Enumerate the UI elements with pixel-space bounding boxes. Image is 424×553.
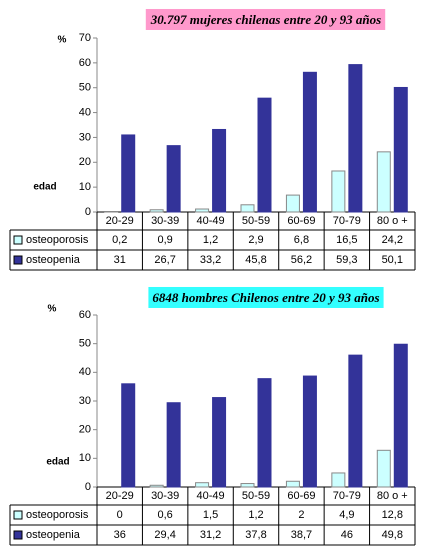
bar bbox=[150, 485, 163, 487]
bar bbox=[150, 210, 163, 212]
bar bbox=[196, 209, 209, 212]
bar bbox=[122, 135, 135, 212]
y-axis-label: % bbox=[58, 35, 67, 46]
x-tick-label: 50-59 bbox=[242, 215, 270, 227]
table-value: 38,7 bbox=[291, 529, 312, 541]
table-value: 29,4 bbox=[154, 529, 175, 541]
table-value: 16,5 bbox=[336, 234, 357, 246]
bar bbox=[167, 403, 180, 487]
table-value: 31 bbox=[114, 254, 126, 266]
x-tick-label: 40-49 bbox=[197, 490, 225, 502]
y-tick-label: 70 bbox=[79, 32, 91, 44]
bar bbox=[213, 398, 226, 487]
x-tick-label: 20-29 bbox=[106, 215, 134, 227]
table-value: 1,2 bbox=[203, 234, 218, 246]
legend-swatch bbox=[14, 531, 22, 539]
bar bbox=[167, 146, 180, 212]
x-tick-label: 60-69 bbox=[287, 490, 315, 502]
legend-label: osteopenia bbox=[26, 254, 81, 266]
bar bbox=[394, 344, 407, 487]
legend-swatch bbox=[14, 236, 22, 244]
y-tick-label: 30 bbox=[79, 395, 91, 407]
y-tick-label: 0 bbox=[85, 206, 91, 218]
y-tick-label: 20 bbox=[79, 424, 91, 436]
y-axis-label: % bbox=[48, 304, 57, 315]
x-tick-label: 60-69 bbox=[287, 215, 315, 227]
table-value: 59,3 bbox=[336, 254, 357, 266]
x-axis-label: edad bbox=[46, 457, 69, 468]
y-tick-label: 50 bbox=[79, 338, 91, 350]
bar bbox=[377, 450, 390, 487]
table-value: 36 bbox=[114, 529, 126, 541]
table-value: 12,8 bbox=[382, 509, 403, 521]
x-tick-label: 70-79 bbox=[333, 490, 361, 502]
x-axis-label: edad bbox=[33, 182, 56, 193]
table-value: 0,9 bbox=[157, 234, 172, 246]
table-value: 50,1 bbox=[382, 254, 403, 266]
y-tick-label: 30 bbox=[79, 131, 91, 143]
y-tick-label: 10 bbox=[79, 181, 91, 193]
y-tick-label: 60 bbox=[79, 57, 91, 69]
table-value: 24,2 bbox=[382, 234, 403, 246]
table-value: 1,5 bbox=[203, 509, 218, 521]
bar bbox=[377, 152, 390, 212]
bar bbox=[286, 481, 299, 487]
x-tick-label: 20-29 bbox=[106, 490, 134, 502]
bar bbox=[196, 483, 209, 487]
x-tick-label: 30-39 bbox=[151, 490, 179, 502]
y-tick-label: 40 bbox=[79, 366, 91, 378]
bar bbox=[258, 98, 271, 212]
y-tick-label: 20 bbox=[79, 156, 91, 168]
table-value: 37,8 bbox=[245, 529, 266, 541]
table-value: 6,8 bbox=[294, 234, 309, 246]
bar bbox=[241, 205, 254, 212]
chart-title: 6848 hombres Chilenos entre 20 y 93 años bbox=[152, 290, 379, 305]
bar bbox=[303, 72, 316, 212]
bar bbox=[241, 484, 254, 487]
bar bbox=[286, 195, 299, 212]
table-value: 33,2 bbox=[200, 254, 221, 266]
bar bbox=[349, 65, 362, 212]
bar bbox=[332, 473, 345, 487]
x-tick-label: 40-49 bbox=[197, 215, 225, 227]
table-value: 0,2 bbox=[112, 234, 127, 246]
x-tick-label: 50-59 bbox=[242, 490, 270, 502]
x-tick-label: 30-39 bbox=[151, 215, 179, 227]
table-value: 26,7 bbox=[154, 254, 175, 266]
legend-label: osteoporosis bbox=[26, 234, 89, 246]
table-value: 0 bbox=[117, 509, 123, 521]
x-tick-label: 80 o + bbox=[377, 215, 408, 227]
table-value: 45,8 bbox=[245, 254, 266, 266]
bar bbox=[332, 171, 345, 212]
table-value: 2,9 bbox=[248, 234, 263, 246]
table-value: 46 bbox=[341, 529, 353, 541]
table-value: 2 bbox=[298, 509, 304, 521]
x-tick-label: 80 o + bbox=[377, 490, 408, 502]
legend-label: osteopenia bbox=[26, 529, 81, 541]
bar bbox=[122, 384, 135, 487]
table-value: 49,8 bbox=[382, 529, 403, 541]
legend-swatch bbox=[14, 256, 22, 264]
y-tick-label: 50 bbox=[79, 82, 91, 94]
y-tick-label: 10 bbox=[79, 452, 91, 464]
bar bbox=[394, 87, 407, 212]
table-value: 1,2 bbox=[248, 509, 263, 521]
bar bbox=[213, 129, 226, 212]
legend-swatch bbox=[14, 511, 22, 519]
bar bbox=[258, 379, 271, 487]
table-value: 4,9 bbox=[339, 509, 354, 521]
table-value: 56,2 bbox=[291, 254, 312, 266]
y-tick-label: 60 bbox=[79, 309, 91, 321]
x-tick-label: 70-79 bbox=[333, 215, 361, 227]
bar bbox=[303, 376, 316, 487]
table-value: 31,2 bbox=[200, 529, 221, 541]
y-tick-label: 40 bbox=[79, 106, 91, 118]
y-tick-label: 0 bbox=[85, 481, 91, 493]
table-value: 0,6 bbox=[157, 509, 172, 521]
legend-label: osteoporosis bbox=[26, 509, 89, 521]
bar bbox=[349, 355, 362, 487]
chart-title: 30.797 mujeres chilenas entre 20 y 93 añ… bbox=[150, 12, 381, 27]
